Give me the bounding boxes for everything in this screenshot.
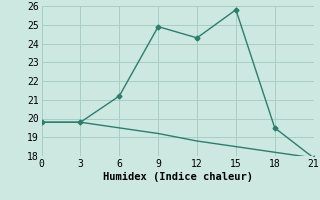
X-axis label: Humidex (Indice chaleur): Humidex (Indice chaleur) xyxy=(103,172,252,182)
